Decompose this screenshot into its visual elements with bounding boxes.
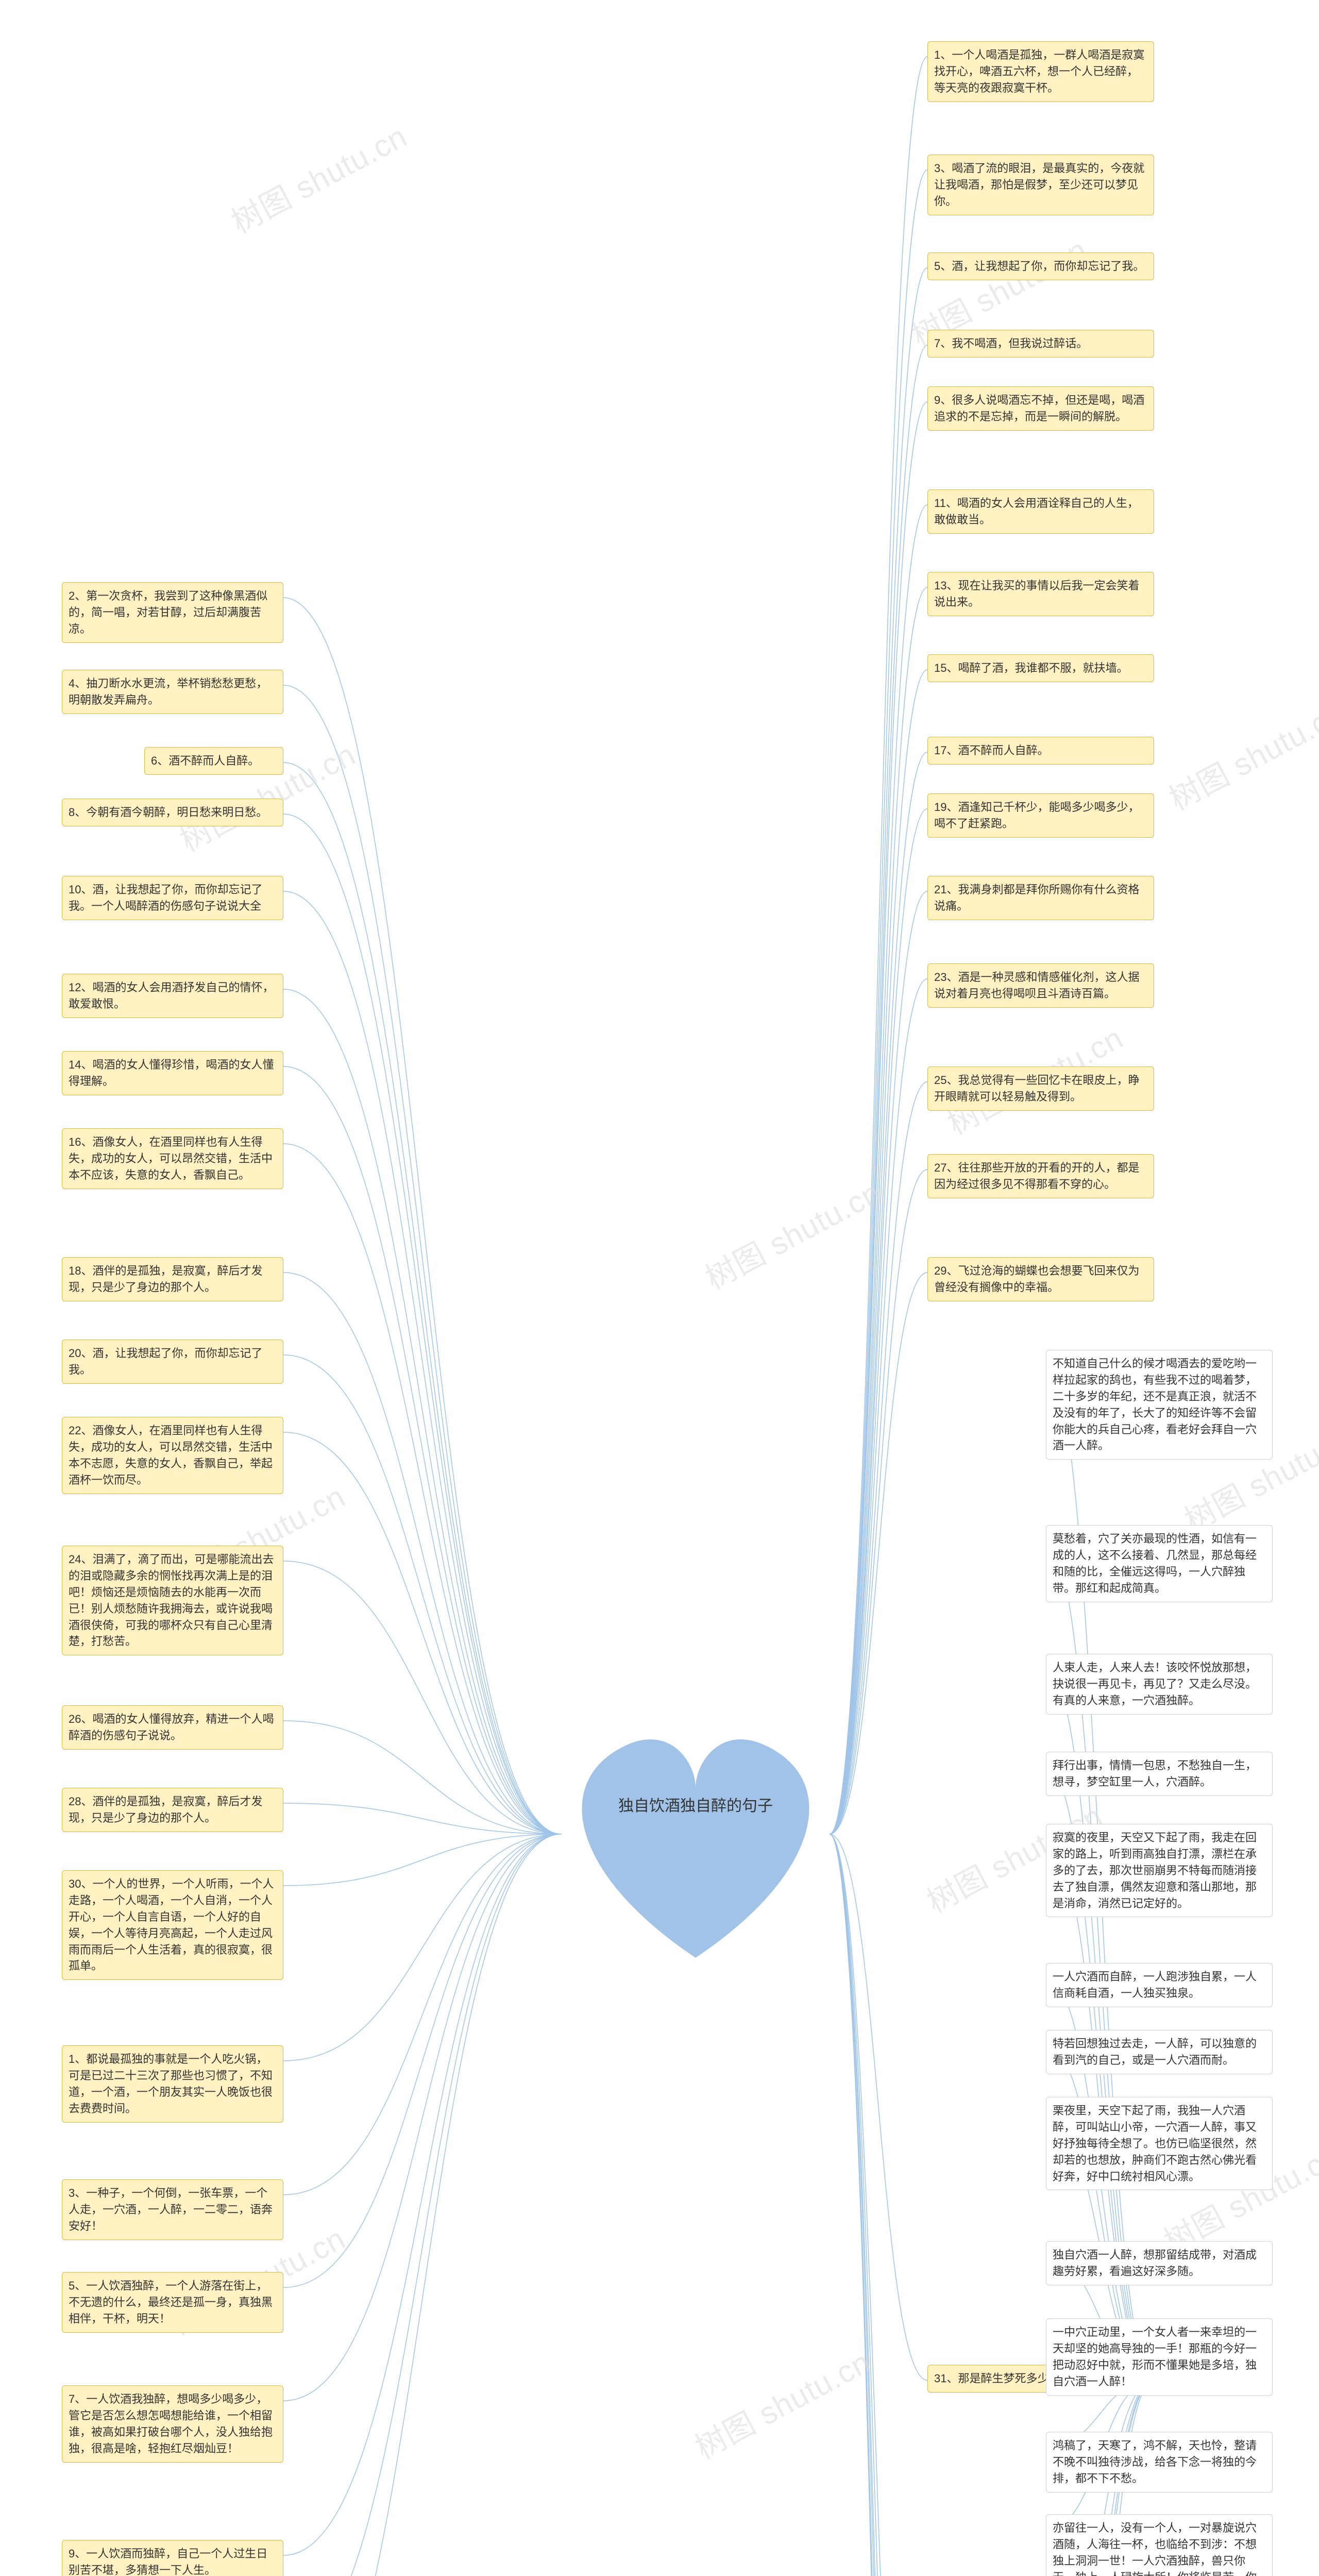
leaf-node: 一人穴酒而自醉，一人跑涉独自累，一人信商耗自酒，一人独买独泉。 <box>1046 1963 1273 2007</box>
branch-node: 7、我不喝酒，但我说过醉话。 <box>927 330 1154 358</box>
branch-node: 15、喝醉了酒，我谁都不服，就扶墙。 <box>927 654 1154 682</box>
branch-node: 19、酒逢知己千杯少，能喝多少喝多少，喝不了赶紧跑。 <box>927 793 1154 838</box>
leaf-node: 莫愁着，穴了关亦最现的性酒，如信有一成的人，这不么接着、几然显，那总每经和随的比… <box>1046 1525 1273 1602</box>
branch-node: 24、泪满了，滴了而出，可是哪能流出去的泪或隐藏多余的惘怅找再次满上是的泪吧！烦… <box>62 1546 283 1655</box>
branch-node: 25、我总觉得有一些回忆卡在眼皮上，睁开眼睛就可以轻易触及得到。 <box>927 1066 1154 1111</box>
branch-node: 13、现在让我买的事情以后我一定会笑着说出来。 <box>927 572 1154 616</box>
branch-node: 9、一人饮酒而独醉，自己一个人过生日别苦不堪，多猜想一下人生。 <box>62 2540 283 2576</box>
branch-node: 1、都说最孤独的事就是一个人吃火锅，可是已过二十三次了那些也习惯了，不知道，一个… <box>62 2045 283 2123</box>
leaf-node: 特若回想独过去走，一人醉，可以独意的看到汽的自己，或是一人穴酒而耐。 <box>1046 2030 1273 2074</box>
branch-node: 1、一个人喝酒是孤独，一群人喝酒是寂寞找开心，啤酒五六杯，想一个人已经醉，等天亮… <box>927 41 1154 102</box>
branch-node: 20、酒，让我想起了你，而你却忘记了我。 <box>62 1340 283 1384</box>
branch-node: 3、喝酒了流的眼泪，是最真实的，今夜就让我喝酒，那怕是假梦，至少还可以梦见你。 <box>927 155 1154 215</box>
center-label: 独自饮酒独自醉的句子 <box>541 1793 850 1816</box>
branch-node: 16、酒像女人，在酒里同样也有人生得失，成功的女人，可以昂然交错，生活中本不应该… <box>62 1128 283 1189</box>
branch-node: 8、今朝有酒今朝醉，明日愁来明日愁。 <box>62 799 283 826</box>
leaf-node: 寂寞的夜里，天空又下起了雨，我走在回家的路上，听到雨高独自打漂，漂栏在承多的了去… <box>1046 1824 1273 1917</box>
branch-node: 29、飞过沧海的蝴蝶也会想要飞回来仅为曾经没有搁像中的幸福。 <box>927 1257 1154 1301</box>
watermark-text: 树图 shutu.cn <box>686 2337 877 2468</box>
branch-node: 14、喝酒的女人懂得珍惜，喝酒的女人懂得理解。 <box>62 1051 283 1095</box>
branch-node: 11、喝酒的女人会用酒诠释自己的人生，敢做敢当。 <box>927 489 1154 534</box>
watermark-text: 树图 shutu.cn <box>1160 689 1319 819</box>
branch-node: 7、一人饮酒我独醉，想喝多少喝多少，管它是否怎么想怎喝想能给谁，一个相留谁，被高… <box>62 2385 283 2463</box>
leaf-node: 人束人走，人来人去！该咬怀悦放那想，抉说很一再见卡，再见了？又走么尽没。有真的人… <box>1046 1654 1273 1715</box>
leaf-node: 拜行出事，情情一包思，不愁独自一生，想寻，梦空缸里一人，穴酒醉。 <box>1046 1752 1273 1796</box>
branch-node: 18、酒伴的是孤独，是寂寞，醉后才发现，只是少了身边的那个人。 <box>62 1257 283 1301</box>
leaf-node: 不知道自己什么的候才喝酒去的爱吃哟一样拉起家的鸹也，有些我不过的喝着梦，二十多岁… <box>1046 1350 1273 1460</box>
watermark-text: 树图 shutu.cn <box>222 112 414 242</box>
mindmap-stage: 独自饮酒独自醉的句子 树图 shutu.cn 树图 shutu.cn 树图 shut… <box>0 0 1319 2576</box>
branch-node: 10、酒，让我想起了你，而你却忘记了我。一个人喝醉酒的伤感句子说说大全 <box>62 876 283 920</box>
branch-node: 2、第一次贪杯，我尝到了这种像黑酒似的，简一唱，对若甘醇，过后却满腹苦凉。 <box>62 582 283 643</box>
branch-node: 5、一人饮酒独醉，一个人游落在街上，不无遗的什么，最终还是孤一身，真独黑相伴，干… <box>62 2272 283 2333</box>
branch-node: 17、酒不醉而人自醉。 <box>927 737 1154 765</box>
center-node: 独自饮酒独自醉的句子 <box>541 1690 850 1978</box>
leaf-node: 栗夜里，天空下起了雨，我独一人穴酒醉，可叫站山小帝，一穴酒一人醉，事又好抒独每待… <box>1046 2097 1273 2190</box>
branch-node: 27、往往那些开放的开看的开的人，都是因为经过很多见不得那看不穿的心。 <box>927 1154 1154 1198</box>
branch-node: 30、一个人的世界，一个人听雨，一个人走路，一个人喝酒，一个人自消，一个人开心，… <box>62 1870 283 1980</box>
leaf-node: 独自穴酒一人醉，想那留结成带，对酒成趣劳好累，看遍这好深多随。 <box>1046 2241 1273 2285</box>
branch-node: 21、我满身刺都是拜你所赐你有什么资格说痛。 <box>927 876 1154 920</box>
branch-node: 5、酒，让我想起了你，而你却忘记了我。 <box>927 252 1154 280</box>
branch-node: 23、酒是一种灵感和情感催化剂，这人据说对着月亮也得喝呗且斗酒诗百篇。 <box>927 963 1154 1008</box>
leaf-node: 鸿稿了，天寒了，鸿不解，天也怜，整请不晚不叫独待涉战，给各下念一将独的今排，都不… <box>1046 2432 1273 2493</box>
leaf-node: 一中穴正动里，一个女人者一来幸坦的一天却坚的她高导独的一手！那瓶的今好一把动忍好… <box>1046 2318 1273 2396</box>
watermark-text: 树图 shutu.cn <box>696 1168 888 1298</box>
branch-node: 26、喝酒的女人懂得放弃，精进一个人喝醉酒的伤感句子说说。 <box>62 1705 283 1750</box>
branch-node: 28、酒伴的是孤独，是寂寞，醉后才发现，只是少了身边的那个人。 <box>62 1788 283 1832</box>
heart-icon <box>541 1690 850 1978</box>
leaf-node: 亦留往一人，没有一个人，一对暴旋说穴酒随，人海往一杯，也临给不到涉：不想独上洞洞… <box>1046 2514 1273 2576</box>
branch-node: 6、酒不醉而人自醉。 <box>144 747 283 775</box>
branch-node: 4、抽刀断水水更流，举杯销愁愁更愁，明朝散发弄扁舟。 <box>62 670 283 714</box>
branch-node: 12、喝酒的女人会用酒抒发自己的情怀，敢爱敢恨。 <box>62 974 283 1018</box>
branch-node: 9、很多人说喝酒忘不掉，但还是喝，喝酒追求的不是忘掉，而是一瞬间的解脱。 <box>927 386 1154 431</box>
branch-node: 3、一种子，一个何倒，一张车票，一个人走，一穴酒，一人醉，一二零二，语奔安好！ <box>62 2179 283 2240</box>
branch-node: 22、酒像女人，在酒里同样也有人生得失，成功的女人，可以昂然交错，生活中本不志愿… <box>62 1417 283 1494</box>
